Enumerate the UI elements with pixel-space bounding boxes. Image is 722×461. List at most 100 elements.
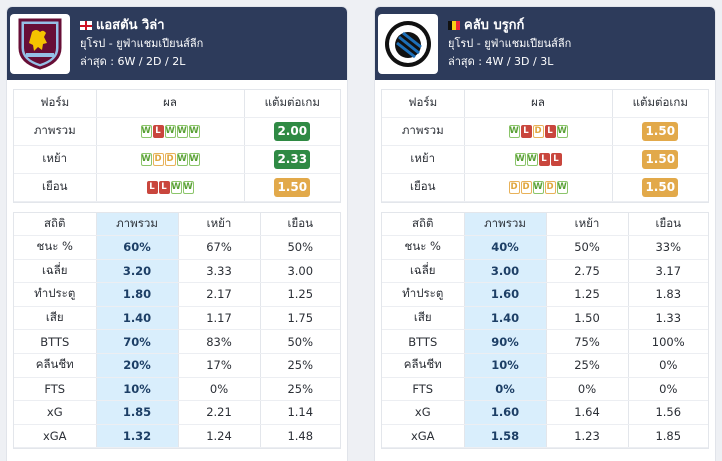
stat-home: 75% bbox=[546, 329, 629, 354]
col-header-result: ผล bbox=[96, 90, 245, 118]
stat-overall: 70% bbox=[96, 329, 179, 354]
stats-table: สถิติ ภาพรวม เหย้า เยือน ชนะ % 60% 67% 50% เ… bbox=[14, 212, 340, 449]
stat-label: ทำประตู bbox=[382, 282, 465, 307]
stat-away: 1.83 bbox=[628, 282, 708, 307]
team-name[interactable]: คลับ บรูกก์ bbox=[448, 17, 571, 35]
stat-home: 2.75 bbox=[546, 259, 629, 284]
stats-table: สถิติ ภาพรวม เหย้า เยือน ชนะ % 40% 50% 33% เ… bbox=[382, 212, 708, 449]
stat-away: 1.25 bbox=[260, 282, 340, 307]
stat-overall: 1.40 bbox=[96, 306, 179, 331]
col-header-away: เยือน bbox=[628, 212, 708, 236]
stat-home: 50% bbox=[546, 235, 629, 260]
stat-overall: 1.60 bbox=[464, 282, 547, 307]
stat-label: ทำประตู bbox=[14, 282, 97, 307]
stats-row: FTS 0% 0% 0% bbox=[382, 377, 708, 402]
stats-row: เสีย 1.40 1.50 1.33 bbox=[382, 306, 708, 331]
competition: ยุโรป - ยูฟ่าแชมเปียนส์ลีก bbox=[80, 36, 204, 50]
result-chip: W bbox=[170, 181, 182, 194]
stat-home: 1.25 bbox=[546, 282, 629, 307]
stat-home: 83% bbox=[178, 329, 261, 354]
stats-row: ทำประตู 1.80 2.17 1.25 bbox=[14, 282, 340, 307]
competition: ยุโรป - ยูฟ่าแชมเปียนส์ลีก bbox=[448, 36, 572, 50]
result-chip: W bbox=[532, 181, 544, 194]
team-name-text[interactable]: คลับ บรูกก์ bbox=[464, 17, 525, 33]
form-label: เยือน bbox=[382, 173, 465, 202]
stat-label: เฉลี่ย bbox=[14, 259, 97, 284]
stats-row: xG 1.85 2.21 1.14 bbox=[14, 400, 340, 425]
recent-record: ล่าสุด : 6W / 2D / 2L bbox=[80, 54, 186, 68]
stat-away: 0% bbox=[628, 377, 708, 402]
england-flag-icon bbox=[80, 21, 92, 30]
stat-home: 1.64 bbox=[546, 400, 629, 425]
stat-overall: 3.20 bbox=[96, 259, 179, 284]
stat-overall: 90% bbox=[464, 329, 547, 354]
result-chip: D bbox=[532, 125, 544, 138]
recent-record: ล่าสุด : 4W / 3D / 3L bbox=[448, 54, 554, 68]
stat-home: 0% bbox=[546, 377, 629, 402]
belgium-flag-icon bbox=[448, 21, 460, 30]
result-chip: W bbox=[182, 181, 194, 194]
result-chip: W bbox=[526, 153, 538, 166]
ppg-badge: 1.50 bbox=[642, 121, 679, 141]
result-chip: W bbox=[140, 125, 152, 138]
result-chip: L bbox=[538, 153, 550, 166]
stat-overall: 1.60 bbox=[464, 400, 547, 425]
col-header-overall: ภาพรวม bbox=[96, 212, 179, 236]
result-chip: D bbox=[544, 181, 556, 194]
stat-away: 1.33 bbox=[628, 306, 708, 331]
stat-label: xG bbox=[382, 400, 465, 425]
team-name-text[interactable]: แอสตัน วิล่า bbox=[96, 17, 165, 33]
result-chip: W bbox=[140, 153, 152, 166]
col-header-home: เหย้า bbox=[178, 212, 261, 236]
team-name[interactable]: แอสตัน วิล่า bbox=[80, 17, 203, 35]
result-chip: L bbox=[146, 181, 158, 194]
result-chip: W bbox=[188, 125, 200, 138]
result-chip: L bbox=[152, 125, 164, 138]
stat-away: 0% bbox=[628, 353, 708, 378]
result-chip: W bbox=[514, 153, 526, 166]
stat-label: เสีย bbox=[382, 306, 465, 331]
form-label: ภาพรวม bbox=[382, 117, 465, 146]
stats-row: ทำประตู 1.60 1.25 1.83 bbox=[382, 282, 708, 307]
stat-away: 1.56 bbox=[628, 400, 708, 425]
col-header-form: ฟอร์ม bbox=[14, 90, 97, 118]
result-chip: D bbox=[508, 181, 520, 194]
stats-section: สถิติ ภาพรวม เหย้า เยือน ชนะ % 60% 67% 50% เ… bbox=[13, 211, 341, 450]
stat-home: 67% bbox=[178, 235, 261, 260]
form-label: เยือน bbox=[14, 173, 97, 202]
stats-row: ชนะ % 40% 50% 33% bbox=[382, 235, 708, 260]
stat-overall: 1.40 bbox=[464, 306, 547, 331]
stat-home: 1.23 bbox=[546, 424, 629, 449]
form-label: เหย้า bbox=[382, 145, 465, 174]
stat-home: 2.21 bbox=[178, 400, 261, 425]
stats-section: สถิติ ภาพรวม เหย้า เยือน ชนะ % 40% 50% 33% เ… bbox=[381, 211, 709, 450]
stats-row: BTTS 70% 83% 50% bbox=[14, 329, 340, 354]
stat-label: xGA bbox=[382, 424, 465, 449]
aston-villa-crest-icon[interactable] bbox=[10, 13, 70, 74]
stat-home: 3.33 bbox=[178, 259, 261, 284]
stats-row: คลีนชีท 20% 17% 25% bbox=[14, 353, 340, 378]
team-card-aston-villa: แอสตัน วิล่า ยุโรป - ยูฟ่าแชมเปียนส์ลีก … bbox=[7, 7, 347, 461]
stat-label: FTS bbox=[382, 377, 465, 402]
stats-row: xG 1.60 1.64 1.56 bbox=[382, 400, 708, 425]
form-label: เหย้า bbox=[14, 145, 97, 174]
stat-label: BTTS bbox=[382, 329, 465, 354]
ppg-badge: 1.50 bbox=[642, 177, 679, 197]
stats-row: คลีนชีท 10% 25% 0% bbox=[382, 353, 708, 378]
result-chip: D bbox=[164, 153, 176, 166]
stat-away: 25% bbox=[260, 353, 340, 378]
result-chip: W bbox=[176, 125, 188, 138]
result-chip: W bbox=[556, 181, 568, 194]
col-header-home: เหย้า bbox=[546, 212, 629, 236]
stat-overall: 1.58 bbox=[464, 424, 547, 449]
result-chip: W bbox=[176, 153, 188, 166]
result-chip: L bbox=[158, 181, 170, 194]
stat-away: 1.75 bbox=[260, 306, 340, 331]
club-brugge-crest-icon[interactable] bbox=[378, 13, 438, 74]
stat-label: xG bbox=[14, 400, 97, 425]
